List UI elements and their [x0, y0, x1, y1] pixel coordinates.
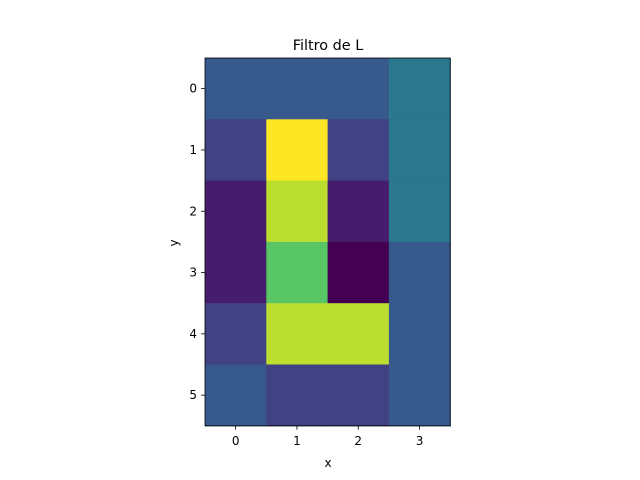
y-tick-label: 4: [189, 327, 197, 341]
heatmap-cell: [327, 119, 390, 182]
heatmap-cell: [266, 119, 329, 182]
heatmap-cell: [266, 180, 329, 243]
x-tick-label: 3: [416, 434, 424, 448]
x-tick-label: 0: [232, 434, 240, 448]
y-axis-ticks: 0 1 2 3 4 5: [189, 82, 205, 402]
plot-frame: [204, 57, 451, 427]
x-tick-label: 1: [293, 434, 301, 448]
y-tick-label: 5: [189, 388, 197, 402]
heatmap-cell: [266, 241, 329, 304]
heatmap-cell: [327, 180, 390, 243]
heatmap-cells: [205, 58, 451, 427]
heatmap-cell: [388, 58, 451, 120]
y-axis-label: y: [167, 239, 181, 246]
heatmap-cell: [266, 58, 329, 120]
heatmap-cell: [327, 303, 390, 366]
heatmap-cell: [205, 58, 267, 120]
heatmap-cell: [266, 303, 329, 366]
heatmap-cell: [327, 364, 390, 427]
heatmap-cell: [266, 364, 329, 427]
heatmap-cell: [327, 241, 390, 304]
y-tick-label: 2: [189, 204, 197, 218]
heatmap-cell: [205, 364, 267, 427]
heatmap-cell: [205, 303, 267, 366]
heatmap-cell: [388, 119, 451, 182]
heatmap-cell: [388, 364, 451, 427]
heatmap-cell: [388, 303, 451, 366]
heatmap-cell: [205, 180, 267, 243]
heatmap-cell: [388, 180, 451, 243]
chart-title: Filtro de L: [293, 38, 363, 54]
heatmap-cell: [205, 241, 267, 304]
y-tick-label: 3: [189, 266, 197, 280]
x-axis-label: x: [324, 456, 331, 470]
heatmap-cell: [205, 119, 267, 182]
x-axis-ticks: 0 1 2 3: [232, 425, 424, 448]
x-tick-label: 2: [354, 434, 362, 448]
y-tick-label: 0: [189, 82, 197, 96]
heatmap-cell: [327, 58, 390, 120]
y-tick-label: 1: [189, 143, 197, 157]
heatmap-cell: [388, 241, 451, 304]
